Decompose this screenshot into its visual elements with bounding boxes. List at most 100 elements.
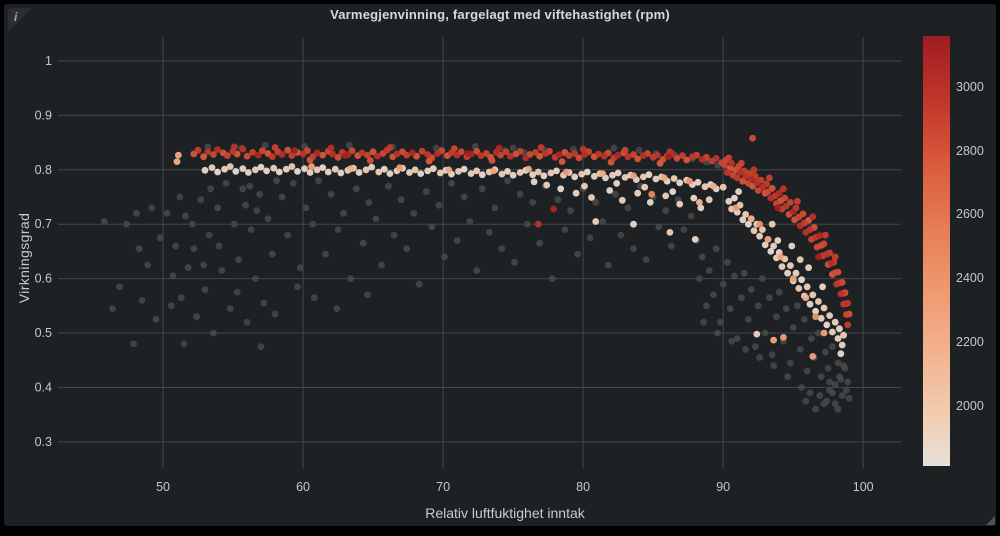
scatter-point[interactable] <box>838 392 846 399</box>
scatter-point[interactable] <box>296 264 304 272</box>
scatter-point[interactable] <box>777 253 784 261</box>
scatter-point[interactable] <box>464 150 472 157</box>
scatter-point[interactable] <box>490 167 497 175</box>
scatter-point[interactable] <box>624 204 632 212</box>
scatter-point[interactable] <box>190 245 198 253</box>
scatter-point[interactable] <box>829 328 836 336</box>
scatter-point[interactable] <box>214 204 222 212</box>
scatter-point[interactable] <box>634 155 642 163</box>
scatter-point[interactable] <box>278 193 286 201</box>
scatter-point[interactable] <box>680 226 688 234</box>
scatter-point[interactable] <box>284 231 292 239</box>
scatter-point[interactable] <box>841 365 849 372</box>
scatter-point[interactable] <box>686 177 693 185</box>
scatter-point[interactable] <box>291 147 299 155</box>
scatter-point[interactable] <box>662 207 670 215</box>
scatter-point[interactable] <box>522 154 530 162</box>
scatter-point[interactable] <box>794 302 801 310</box>
scatter-point[interactable] <box>506 152 514 160</box>
scatter-point[interactable] <box>780 185 787 193</box>
scatter-point[interactable] <box>362 166 370 174</box>
scatter-point[interactable] <box>816 232 824 240</box>
scatter-point[interactable] <box>578 170 586 178</box>
scatter-point[interactable] <box>123 220 130 228</box>
scatter-point[interactable] <box>770 362 777 370</box>
scatter-point[interactable] <box>683 156 691 164</box>
scatter-point[interactable] <box>504 177 511 185</box>
scatter-point[interactable] <box>254 151 262 159</box>
scatter-point[interactable] <box>554 196 562 204</box>
scatter-point[interactable] <box>529 199 537 206</box>
scatter-point[interactable] <box>788 242 796 250</box>
scatter-point[interactable] <box>789 275 797 282</box>
scatter-point[interactable] <box>621 174 629 181</box>
scatter-point[interactable] <box>789 324 797 331</box>
scatter-point[interactable] <box>802 229 810 236</box>
scatter-point[interactable] <box>322 250 329 258</box>
scatter-point[interactable] <box>365 199 373 206</box>
scatter-point[interactable] <box>340 209 348 217</box>
scatter-point[interactable] <box>473 147 481 155</box>
scatter-point[interactable] <box>422 188 430 196</box>
scatter-point[interactable] <box>691 236 699 243</box>
scatter-point[interactable] <box>745 220 752 228</box>
scatter-point[interactable] <box>243 152 251 160</box>
scatter-point[interactable] <box>742 346 749 353</box>
scatter-point[interactable] <box>516 190 524 198</box>
scatter-point[interactable] <box>795 285 803 292</box>
scatter-point[interactable] <box>436 169 444 177</box>
scatter-point[interactable] <box>759 275 766 282</box>
scatter-point[interactable] <box>639 173 647 181</box>
scatter-point[interactable] <box>214 146 222 154</box>
scatter-point[interactable] <box>836 373 843 380</box>
scatter-point[interactable] <box>536 239 544 247</box>
scatter-point[interactable] <box>319 164 327 172</box>
scatter-point[interactable] <box>259 147 266 155</box>
scatter-point[interactable] <box>453 237 461 244</box>
scatter-point[interactable] <box>309 220 317 228</box>
scatter-point[interactable] <box>208 164 216 172</box>
scatter-point[interactable] <box>516 147 524 155</box>
scatter-point[interactable] <box>710 291 717 299</box>
panel-info-icon[interactable]: i <box>8 8 34 34</box>
scatter-point[interactable] <box>805 264 812 272</box>
scatter-point[interactable] <box>735 188 742 196</box>
scatter-point[interactable] <box>366 157 374 164</box>
scatter-point[interactable] <box>630 172 637 180</box>
scatter-point[interactable] <box>705 196 713 204</box>
scatter-point[interactable] <box>653 151 661 159</box>
scatter-point[interactable] <box>378 261 385 269</box>
scatter-point[interactable] <box>288 163 296 170</box>
scatter-point[interactable] <box>135 245 143 253</box>
scatter-point[interactable] <box>408 149 416 157</box>
scatter-point[interactable] <box>498 245 506 253</box>
scatter-point[interactable] <box>184 264 192 272</box>
scatter-point[interactable] <box>557 185 565 193</box>
scatter-point[interactable] <box>610 144 618 152</box>
scatter-point[interactable] <box>745 316 752 323</box>
scatter-point[interactable] <box>829 389 836 397</box>
scatter-point[interactable] <box>648 190 656 198</box>
scatter-point[interactable] <box>201 166 209 174</box>
scatter-point[interactable] <box>435 201 443 209</box>
scatter-point[interactable] <box>418 147 426 155</box>
scatter-point[interactable] <box>827 260 835 267</box>
scatter-point[interactable] <box>667 242 675 250</box>
scatter-point[interactable] <box>740 269 748 277</box>
scatter-point[interactable] <box>611 190 619 198</box>
scatter-point[interactable] <box>844 378 852 386</box>
scatter-point[interactable] <box>606 187 614 194</box>
scatter-point[interactable] <box>798 276 805 284</box>
scatter-point[interactable] <box>138 297 146 304</box>
scatter-point[interactable] <box>256 190 263 198</box>
scatter-point[interactable] <box>595 150 602 158</box>
scatter-point[interactable] <box>364 291 371 299</box>
scatter-point[interactable] <box>802 397 810 405</box>
scatter-point[interactable] <box>747 215 755 223</box>
scatter-point[interactable] <box>753 179 761 187</box>
scatter-point[interactable] <box>189 220 196 228</box>
scatter-point[interactable] <box>176 193 184 201</box>
scatter-point[interactable] <box>210 151 217 158</box>
scatter-point[interactable] <box>403 245 411 253</box>
scatter-point[interactable] <box>806 389 814 397</box>
